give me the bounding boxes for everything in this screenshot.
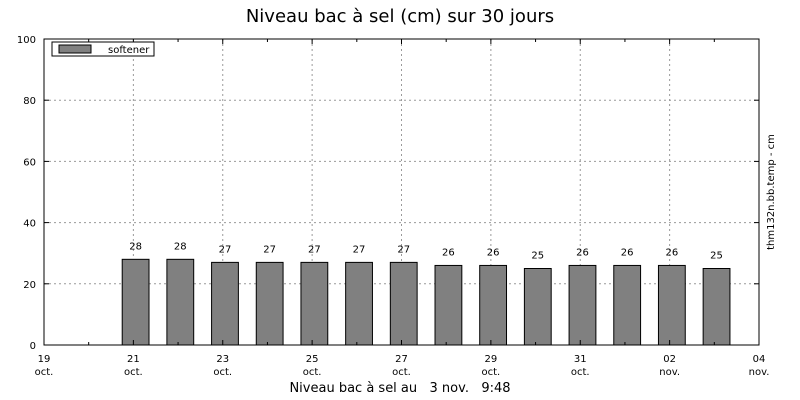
x-tick-label-month: nov.: [659, 367, 680, 378]
x-tick-label-day: 25: [306, 354, 319, 365]
bar-value-label: 25: [710, 251, 723, 262]
bar: [121, 258, 150, 346]
legend-label: softener: [108, 45, 150, 56]
bar: [345, 261, 373, 346]
x-tick-label-month: oct.: [124, 367, 143, 378]
y-tick-label: 80: [23, 96, 36, 107]
x-tick-label-month: oct.: [482, 367, 501, 378]
bar: [255, 261, 284, 346]
bar: [702, 268, 731, 346]
bars: [121, 258, 731, 346]
x-tick-label-day: 27: [395, 354, 408, 365]
bar: [657, 264, 686, 346]
bar: [523, 268, 552, 346]
x-tick-label-day: 29: [485, 354, 498, 365]
bar-value-label: 25: [531, 251, 544, 262]
legend: softener: [51, 41, 155, 57]
x-tick-label-day: 21: [127, 354, 140, 365]
bar: [166, 258, 195, 346]
chart-footer: Niveau bac à sel au 3 nov. 9:48: [289, 381, 511, 396]
x-tick-label-month: nov.: [749, 367, 770, 378]
bar-value-label: 28: [174, 241, 187, 252]
bar: [568, 264, 597, 346]
x-tick-label-month: oct.: [392, 367, 411, 378]
bar-value-label: 27: [263, 244, 276, 255]
data-labels: 28 28 27 27 27 27 27 26 26 25 26 26 26 25: [129, 241, 723, 261]
x-tick-label-month: oct.: [35, 367, 54, 378]
y-tick-label: 20: [23, 280, 36, 291]
x-tick-label-day: 23: [216, 354, 229, 365]
x-tick-label-day: 31: [574, 354, 587, 365]
y-tick-label: 100: [17, 35, 36, 46]
x-tick-label-month: oct.: [571, 367, 590, 378]
y-tick-label: 60: [23, 157, 36, 168]
x-tick-label-day: 02: [663, 354, 676, 365]
bar-value-label: 27: [353, 244, 366, 255]
y-tick-label: 0: [30, 341, 36, 352]
bar-value-label: 28: [129, 241, 142, 252]
bar-value-label: 26: [442, 247, 455, 258]
bar-value-label: 26: [576, 247, 589, 258]
bar-value-label: 26: [665, 247, 678, 258]
axis-ticks: 02040608010019oct.21oct.23oct.25oct.27oc…: [17, 35, 769, 378]
bar-value-label: 27: [308, 244, 321, 255]
bar: [300, 261, 329, 346]
chart-title: Niveau bac à sel (cm) sur 30 jours: [245, 6, 555, 27]
bar-value-label: 26: [487, 247, 500, 258]
x-tick-label-month: oct.: [213, 367, 232, 378]
x-tick-label-day: 04: [753, 354, 766, 365]
bar-value-label: 27: [397, 244, 410, 255]
bar: [613, 264, 642, 346]
y-tick-label: 40: [23, 219, 36, 230]
bar: [211, 261, 239, 346]
x-tick-label-month: oct.: [303, 367, 322, 378]
bar-value-label: 27: [219, 244, 232, 255]
legend-swatch: [58, 44, 92, 54]
x-tick-label-day: 19: [38, 354, 51, 365]
bar: [389, 261, 418, 346]
right-axis-label: thm132n.bb.temp - cm: [766, 134, 777, 250]
bar-value-label: 26: [621, 247, 634, 258]
bar: [479, 264, 508, 346]
bar: [434, 264, 463, 346]
